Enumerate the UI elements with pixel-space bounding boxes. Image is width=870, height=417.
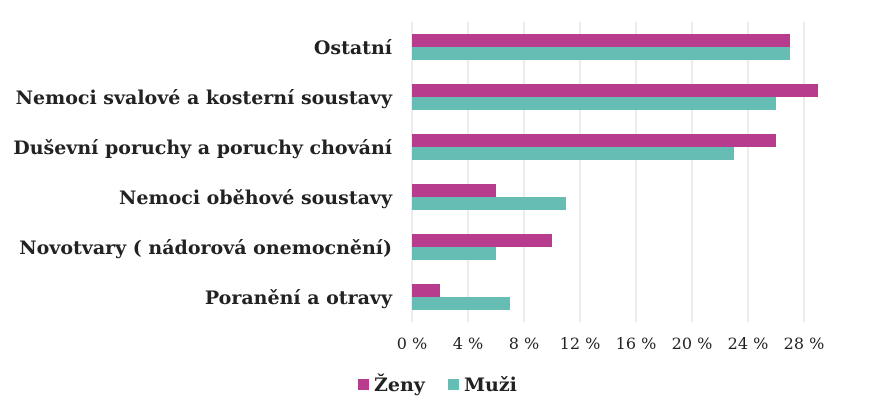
x-tick-label-0: 0 % — [397, 334, 427, 353]
bar-muzi-1 — [412, 97, 776, 110]
x-tick-labels: 0 % 4 % 8 % 12 % 16 % 20 % 24 % 28 % — [397, 334, 825, 353]
bar-zeny-1 — [412, 84, 818, 97]
x-tick-label-1: 4 % — [453, 334, 483, 353]
legend-swatch-zeny — [358, 379, 369, 390]
legend: Ženy Muži — [358, 373, 517, 396]
bar-zeny-2 — [412, 134, 776, 147]
gridlines — [411, 22, 805, 322]
x-tick-label-4: 16 % — [616, 334, 657, 353]
category-label-4: Novotvary ( nádorová onemocnění) — [19, 237, 392, 259]
category-label-3: Nemoci oběhové soustavy — [119, 187, 393, 209]
legend-label-muzi: Muži — [464, 374, 517, 396]
bar-muzi-4 — [412, 247, 496, 260]
bar-zeny-0 — [412, 34, 790, 47]
bar-zeny-4 — [412, 234, 552, 247]
x-tick-label-7: 28 % — [784, 334, 825, 353]
bar-muzi-2 — [412, 147, 734, 160]
x-tick-label-6: 24 % — [728, 334, 769, 353]
legend-swatch-muzi — [448, 379, 459, 390]
bar-zeny-5 — [412, 284, 440, 297]
category-label-5: Poranění a otravy — [205, 287, 393, 309]
category-label-2: Duševní poruchy a poruchy chování — [13, 137, 393, 159]
x-tick-label-2: 8 % — [509, 334, 539, 353]
x-tick-label-3: 12 % — [560, 334, 601, 353]
x-tick-label-5: 20 % — [672, 334, 713, 353]
category-label-0: Ostatní — [314, 37, 393, 59]
bar-muzi-3 — [412, 197, 566, 210]
bar-muzi-5 — [412, 297, 510, 310]
category-labels: Ostatní Nemoci svalové a kosterní soustav… — [13, 37, 393, 309]
bar-muzi-0 — [412, 47, 790, 60]
bar-zeny-3 — [412, 184, 496, 197]
category-label-1: Nemoci svalové a kosterní soustavy — [16, 87, 393, 109]
legend-label-zeny: Ženy — [374, 373, 426, 396]
bars — [412, 34, 818, 310]
